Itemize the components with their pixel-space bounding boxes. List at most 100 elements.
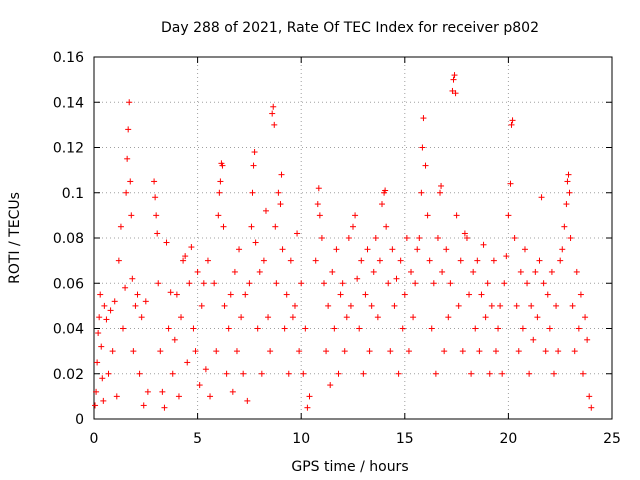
x-axis-label: GPS time / hours xyxy=(291,459,408,475)
data-point xyxy=(452,90,459,97)
y-tick-label: 0.04 xyxy=(53,322,84,338)
data-point xyxy=(557,257,564,264)
data-point xyxy=(387,348,394,355)
data-point xyxy=(354,275,361,282)
data-point xyxy=(461,230,468,237)
data-point xyxy=(167,289,174,296)
data-point xyxy=(544,291,551,298)
data-points xyxy=(92,72,595,411)
data-point xyxy=(262,207,269,214)
data-point xyxy=(569,302,576,309)
data-point xyxy=(478,291,485,298)
data-point xyxy=(528,302,535,309)
data-point xyxy=(430,280,437,287)
data-point xyxy=(408,268,415,275)
data-point xyxy=(127,178,134,185)
data-point xyxy=(366,348,373,355)
data-point xyxy=(105,370,112,377)
data-point xyxy=(306,393,313,400)
data-point xyxy=(204,257,211,264)
data-point xyxy=(267,348,274,355)
data-point xyxy=(490,257,497,264)
data-point xyxy=(123,189,130,196)
data-point xyxy=(508,121,515,128)
y-tick-label: 0.14 xyxy=(53,95,84,111)
data-point xyxy=(474,257,481,264)
data-point xyxy=(285,370,292,377)
data-point xyxy=(173,291,180,298)
data-point xyxy=(445,314,452,321)
data-point xyxy=(272,223,279,230)
data-point xyxy=(220,223,227,230)
data-point xyxy=(97,291,104,298)
data-point xyxy=(393,275,400,282)
data-point xyxy=(370,268,377,275)
y-tick-label: 0.08 xyxy=(53,231,84,247)
data-point xyxy=(213,348,220,355)
data-point xyxy=(98,343,105,350)
data-point xyxy=(329,268,336,275)
data-point xyxy=(304,404,311,411)
data-point xyxy=(463,235,470,241)
data-point xyxy=(136,370,143,377)
data-point xyxy=(165,325,172,332)
data-point xyxy=(169,370,176,377)
data-point xyxy=(453,212,460,219)
data-point xyxy=(360,370,367,377)
data-point xyxy=(389,246,396,253)
data-point xyxy=(94,359,101,366)
data-point xyxy=(260,257,267,264)
data-point xyxy=(225,325,232,332)
data-point xyxy=(507,180,514,187)
data-point xyxy=(455,302,462,309)
data-point xyxy=(548,268,555,275)
data-point xyxy=(115,257,122,264)
data-point xyxy=(337,291,344,298)
data-point xyxy=(416,235,423,241)
data-point xyxy=(153,212,160,219)
data-point xyxy=(188,244,195,251)
y-tick-label: 0 xyxy=(75,412,84,428)
chart-title: Day 288 of 2021, Rate Of TEC Index for r… xyxy=(161,20,539,36)
data-point xyxy=(573,268,580,275)
data-point xyxy=(561,223,568,230)
data-point xyxy=(443,246,450,253)
data-point xyxy=(382,187,389,194)
data-point xyxy=(192,348,199,355)
data-point xyxy=(258,370,265,377)
data-point xyxy=(151,178,158,185)
data-point xyxy=(248,223,255,230)
data-point xyxy=(555,348,562,355)
data-point xyxy=(530,336,537,343)
y-tick-label: 0.1 xyxy=(62,186,84,202)
data-point xyxy=(107,307,114,314)
data-point xyxy=(567,235,574,241)
data-point xyxy=(198,302,205,309)
data-point xyxy=(312,257,319,264)
data-point xyxy=(447,280,454,287)
data-point xyxy=(515,348,522,355)
data-point xyxy=(434,235,441,241)
data-point xyxy=(314,201,321,208)
x-tick-label: 10 xyxy=(292,431,310,447)
data-point xyxy=(296,348,303,355)
data-point xyxy=(221,302,228,309)
data-point xyxy=(385,280,392,287)
data-point xyxy=(122,284,129,291)
data-point xyxy=(140,402,147,409)
data-point xyxy=(256,268,263,275)
data-point xyxy=(422,162,429,169)
data-point xyxy=(320,280,327,287)
data-point xyxy=(579,370,586,377)
data-point xyxy=(216,189,223,196)
data-point xyxy=(163,239,170,246)
data-point xyxy=(476,348,483,355)
data-point xyxy=(521,246,528,253)
data-point xyxy=(391,302,398,309)
data-point xyxy=(184,359,191,366)
data-point xyxy=(99,375,106,382)
data-point xyxy=(449,87,456,94)
data-point xyxy=(374,314,381,321)
data-point xyxy=(229,388,236,395)
data-point xyxy=(252,239,259,246)
